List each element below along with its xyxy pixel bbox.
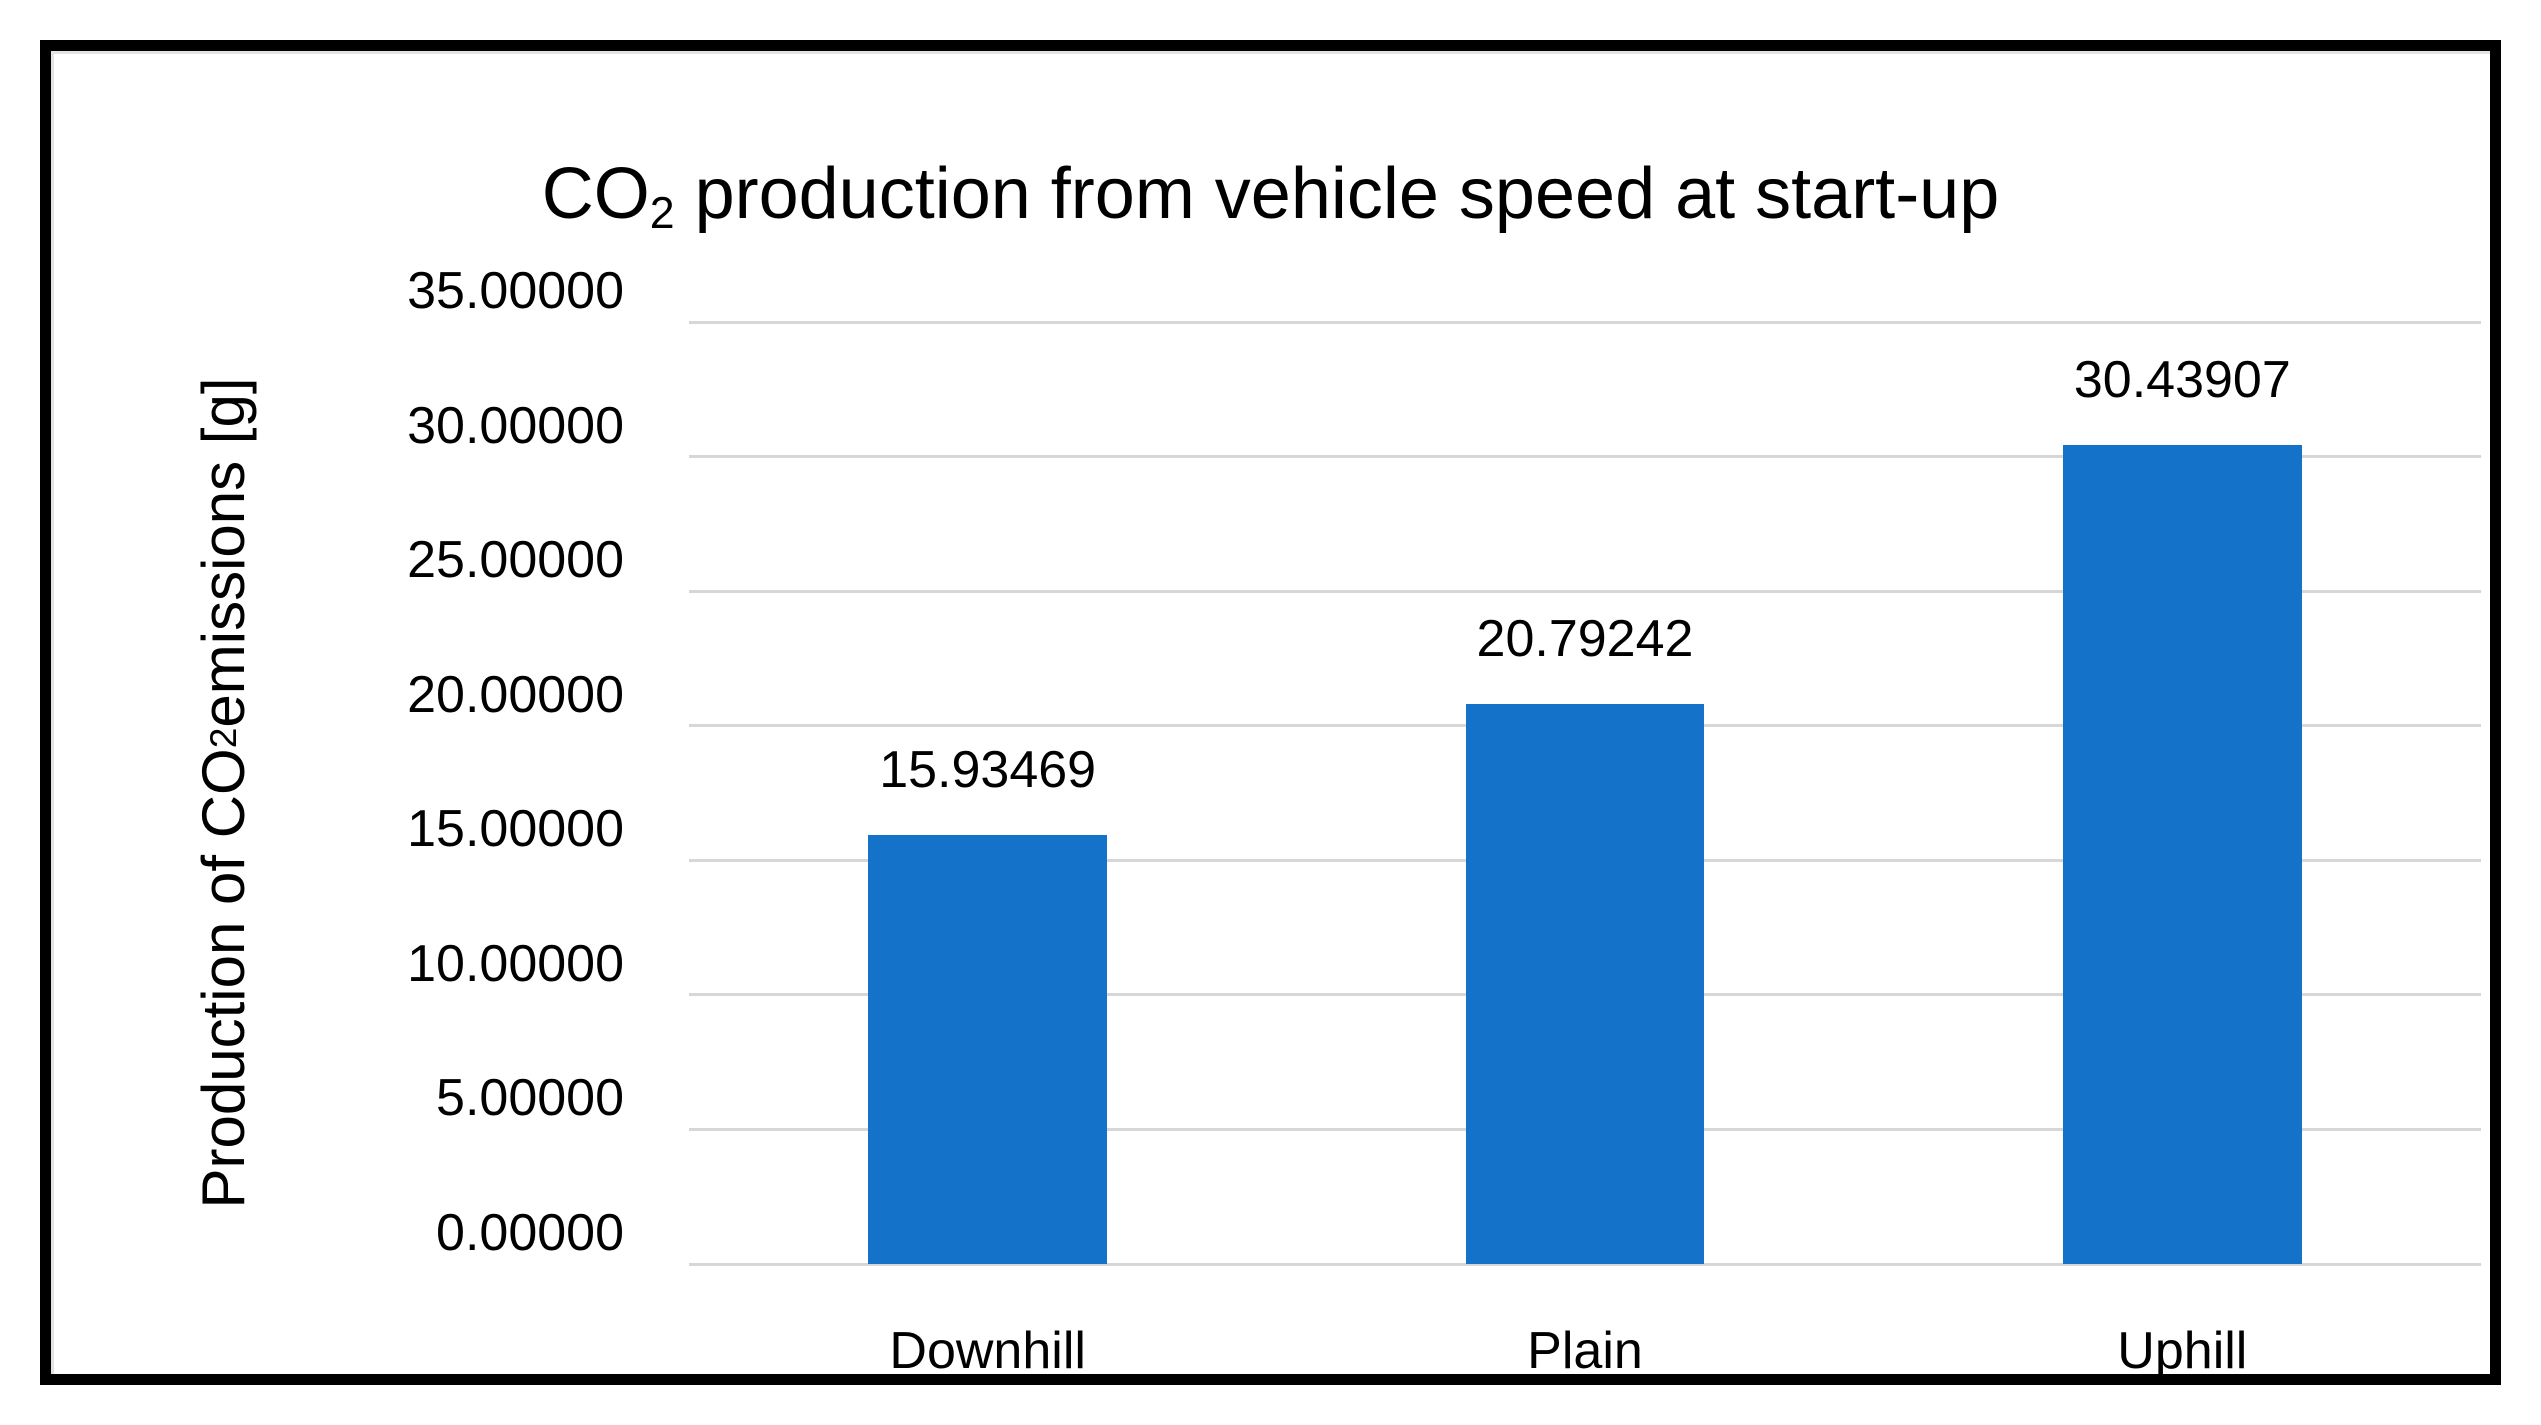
bar-downhill xyxy=(868,835,1108,1264)
data-label-downhill: 15.93469 xyxy=(879,741,1097,800)
plot-area: 15.93469 Downhill 20.79242 Plain 30.43907 Uph… xyxy=(689,320,2481,1380)
category-label-plain: Plain xyxy=(1527,1322,1643,1380)
chart-title-subscript: 2 xyxy=(649,188,675,238)
y-tick-label-10: 10.00000 xyxy=(407,934,624,993)
y-tick-label-0: 0.00000 xyxy=(436,1204,624,1262)
bar-uphill xyxy=(2062,444,2302,1264)
y-axis-title-subscript: 2 xyxy=(201,727,244,749)
gridline-35 xyxy=(689,320,2481,324)
picture-frame: CO2 production from vehicle speed at sta… xyxy=(40,40,2501,1385)
bar-plain xyxy=(1465,704,1705,1264)
chart-title-text-suffix: production from vehicle speed at start-u… xyxy=(674,154,2000,234)
category-label-uphill: Uphill xyxy=(2117,1322,2248,1380)
gridline-0 xyxy=(689,1262,2481,1266)
y-tick-label-35: 35.00000 xyxy=(407,262,624,320)
y-tick-label-20: 20.00000 xyxy=(407,665,624,724)
chart-title-text: CO xyxy=(541,154,650,234)
gridline-25 xyxy=(689,589,2481,593)
category-label-downhill: Downhill xyxy=(889,1322,1086,1380)
data-label-uphill: 30.43907 xyxy=(2073,350,2291,409)
data-label-plain: 20.79242 xyxy=(1476,610,1694,669)
gridline-30 xyxy=(689,455,2481,459)
chart-title: CO2 production from vehicle speed at sta… xyxy=(51,151,2490,257)
y-tick-label-15: 15.00000 xyxy=(407,800,624,859)
y-tick-label-30: 30.00000 xyxy=(407,396,624,455)
y-tick-label-25: 25.00000 xyxy=(407,531,624,590)
y-tick-label-5: 5.00000 xyxy=(436,1069,624,1128)
